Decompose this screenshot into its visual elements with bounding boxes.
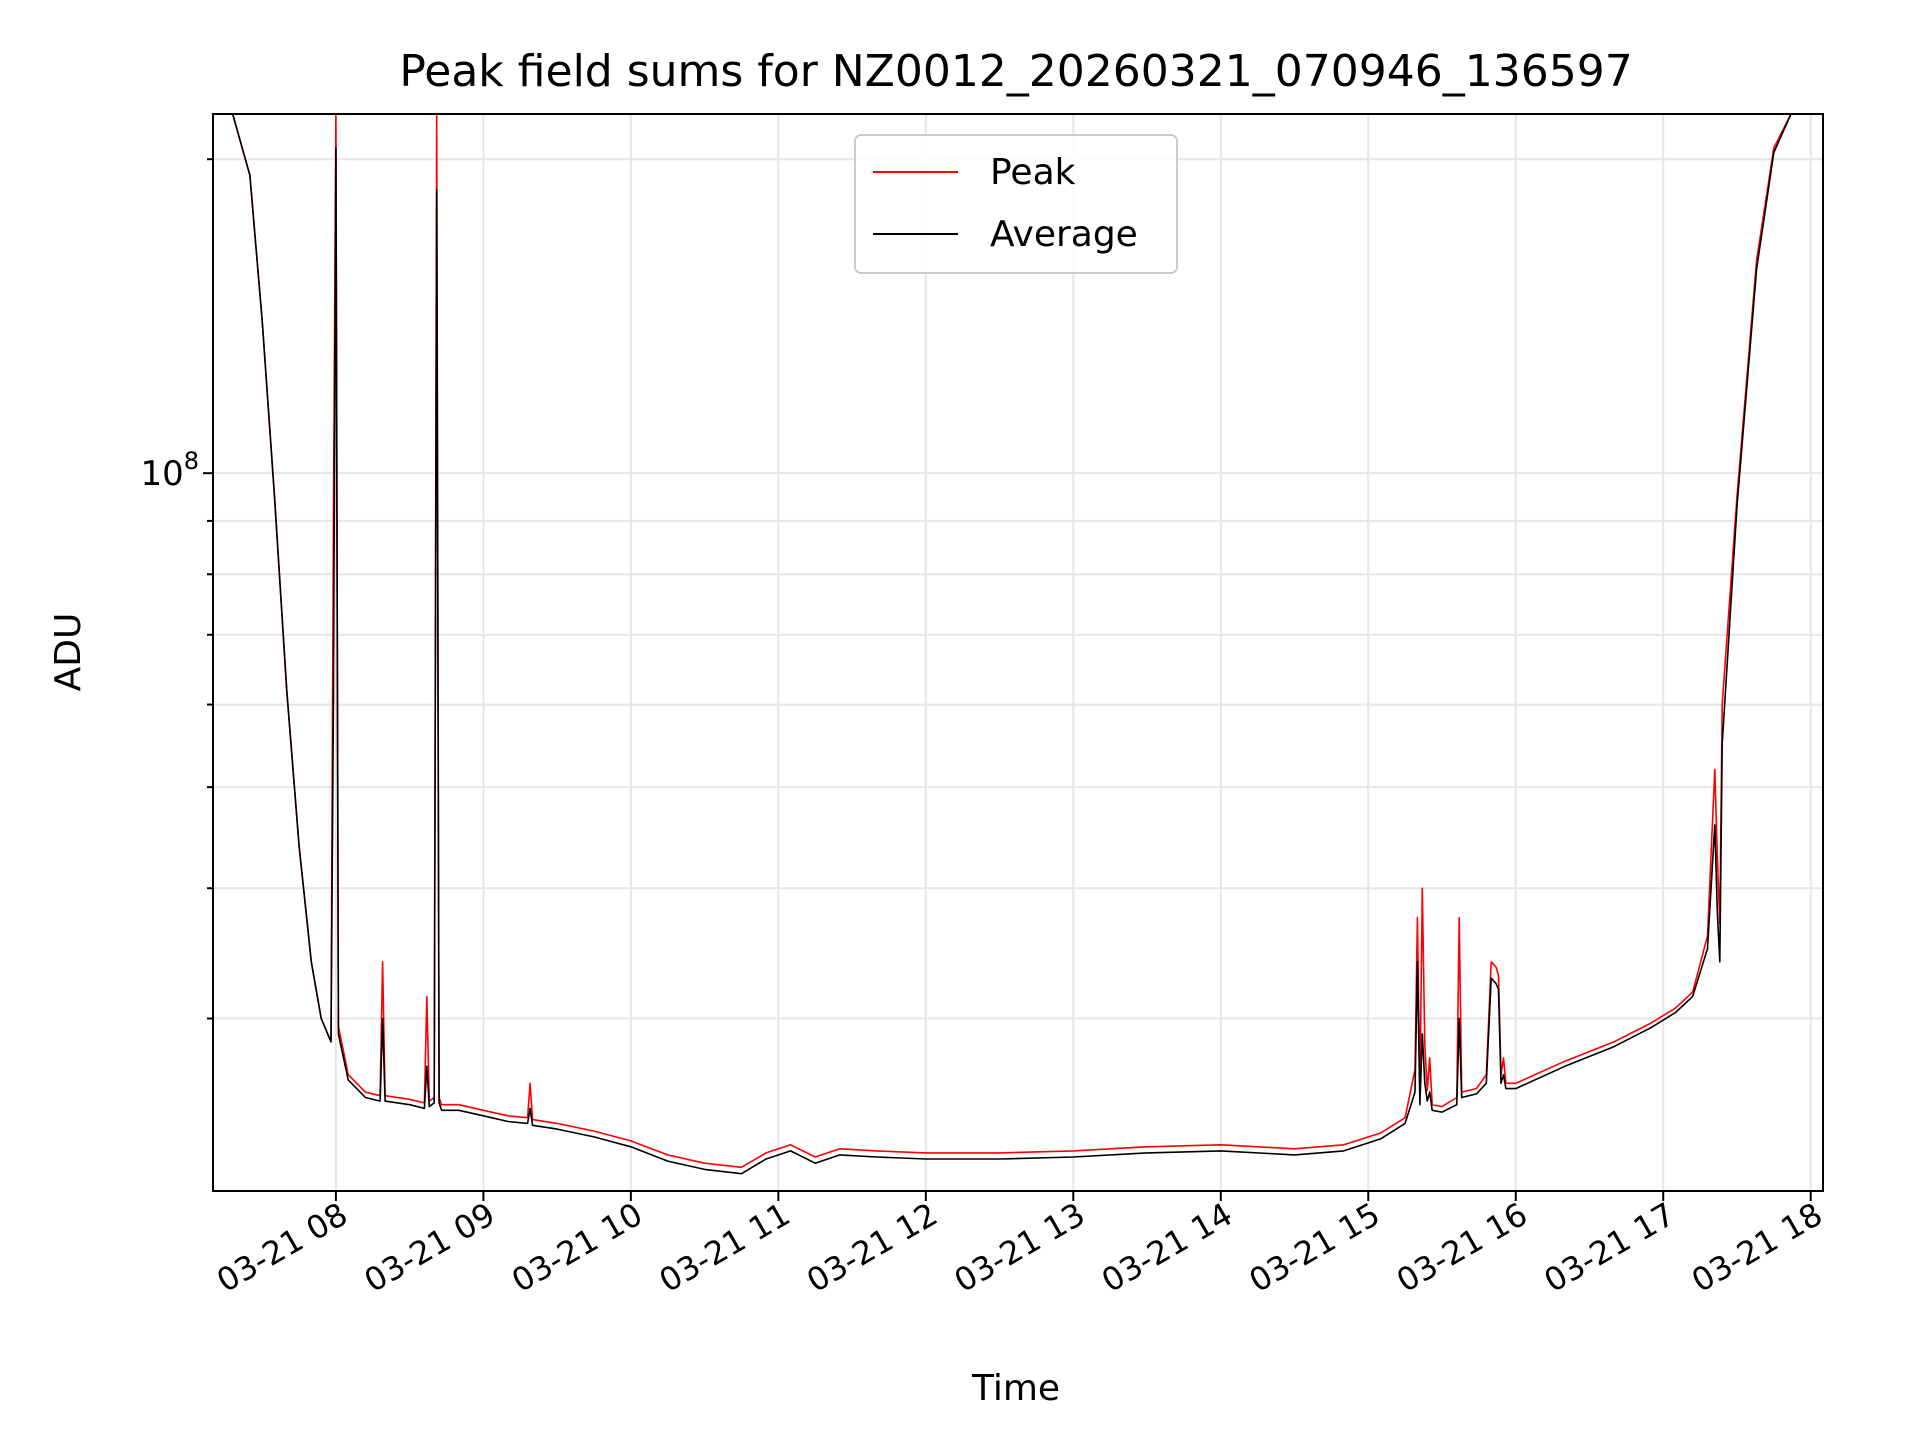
series-layer: [213, 113, 1823, 1175]
y-tick-label: 108: [140, 447, 199, 494]
legend-label-average: Average: [990, 214, 1138, 255]
y-tick-exponent: 8: [184, 447, 199, 475]
legend-label-peak: Peak: [990, 152, 1076, 193]
y-axis-label: ADU: [48, 613, 89, 692]
grid: [213, 114, 1823, 1191]
y-axis-ticks: 108: [140, 158, 213, 1020]
series-line-peak: [213, 113, 1823, 1169]
x-axis-label: Time: [971, 1368, 1060, 1409]
series-line-average: [213, 113, 1823, 1175]
legend: Peak Average: [854, 134, 1178, 274]
chart-title: Peak field sums for NZ0012_20260321_0709…: [399, 46, 1632, 97]
legend-box: [854, 134, 1178, 274]
y-tick-base: 10: [140, 454, 183, 494]
plot-frame: [212, 113, 1824, 1192]
